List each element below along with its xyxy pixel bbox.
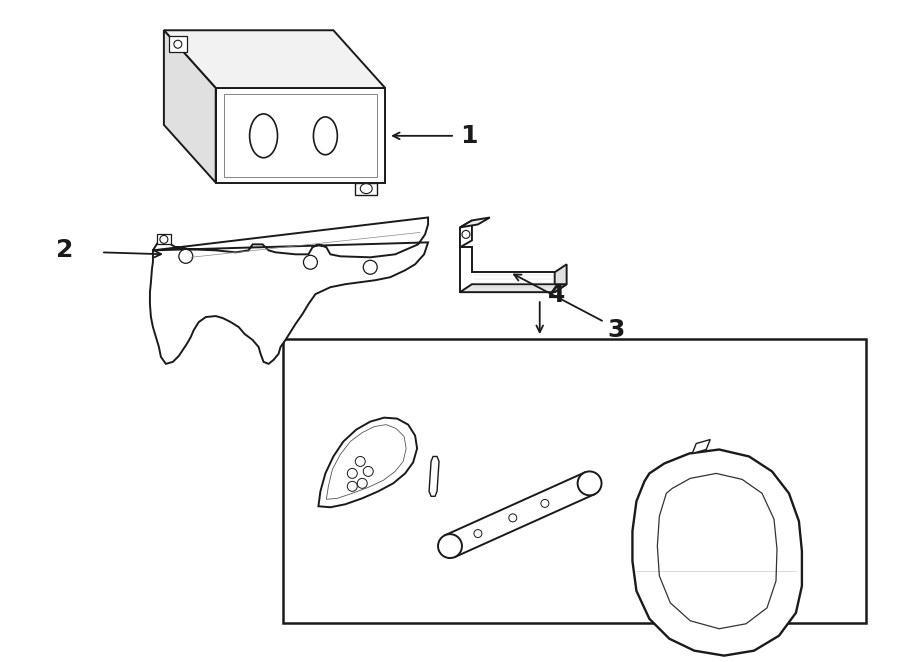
Polygon shape — [460, 248, 554, 292]
Ellipse shape — [249, 114, 277, 158]
Ellipse shape — [347, 469, 357, 479]
Polygon shape — [429, 457, 439, 496]
Ellipse shape — [508, 514, 517, 522]
Polygon shape — [164, 30, 216, 183]
Polygon shape — [216, 88, 385, 183]
Bar — [169, 36, 187, 52]
Polygon shape — [460, 218, 490, 228]
Text: 1: 1 — [460, 124, 478, 148]
Ellipse shape — [474, 530, 482, 538]
Polygon shape — [446, 473, 595, 557]
Ellipse shape — [462, 230, 470, 238]
Ellipse shape — [179, 250, 193, 263]
Ellipse shape — [360, 183, 373, 193]
Ellipse shape — [174, 40, 182, 48]
Polygon shape — [460, 284, 567, 292]
Text: 3: 3 — [608, 318, 625, 342]
Ellipse shape — [313, 117, 338, 155]
Ellipse shape — [438, 534, 462, 558]
Text: 2: 2 — [56, 238, 73, 262]
Ellipse shape — [356, 457, 365, 467]
Ellipse shape — [160, 236, 168, 244]
Polygon shape — [157, 234, 171, 244]
Polygon shape — [692, 440, 710, 453]
Bar — [283, 339, 866, 623]
Polygon shape — [164, 30, 385, 88]
Ellipse shape — [303, 256, 318, 269]
Ellipse shape — [578, 471, 601, 495]
Text: 4: 4 — [548, 283, 565, 307]
Polygon shape — [554, 264, 567, 292]
Polygon shape — [319, 418, 417, 507]
Ellipse shape — [357, 479, 367, 489]
Ellipse shape — [364, 260, 377, 274]
Polygon shape — [150, 218, 428, 364]
Ellipse shape — [364, 467, 374, 477]
Ellipse shape — [541, 499, 549, 507]
Ellipse shape — [347, 481, 357, 491]
Polygon shape — [460, 220, 472, 248]
Polygon shape — [633, 449, 802, 655]
Bar — [356, 183, 377, 195]
